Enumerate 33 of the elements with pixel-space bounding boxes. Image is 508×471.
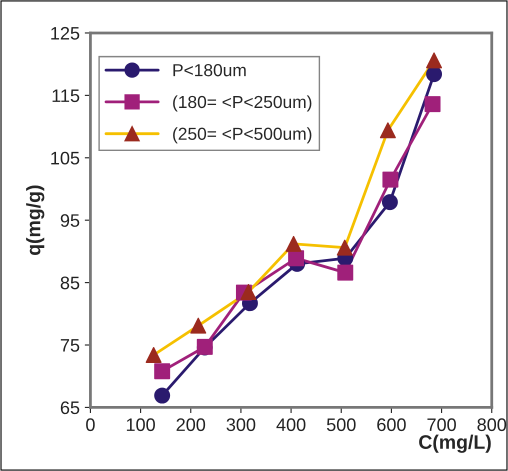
point <box>146 347 162 363</box>
point <box>286 236 302 252</box>
x-tick-label: 600 <box>377 418 406 432</box>
point <box>336 240 353 256</box>
y-tick-label: 105 <box>51 152 80 165</box>
point <box>424 96 441 112</box>
x-tick-label: 0 <box>86 418 95 432</box>
y-axis-title: q(mg/g) <box>26 186 44 256</box>
y-tick-label: 65 <box>60 401 80 414</box>
x-axis-title: C(mg/L) <box>419 434 491 453</box>
x-tick-label: 300 <box>226 418 256 432</box>
point <box>190 318 206 334</box>
legend-label: P<180um <box>173 64 246 76</box>
point <box>382 172 398 188</box>
x-tick-label: 700 <box>427 418 456 432</box>
y-tick-label: 125 <box>51 26 80 40</box>
x-tick-label: 200 <box>176 418 206 432</box>
x-tick-label: 800 <box>477 418 506 432</box>
x-tick-label: 100 <box>126 418 155 432</box>
y-tick-label: 85 <box>60 276 80 290</box>
point <box>154 363 170 380</box>
point <box>288 250 304 266</box>
point <box>380 122 396 138</box>
x-tick-label: 500 <box>326 418 356 432</box>
legend-label: (180= <P<250um) <box>173 95 312 112</box>
point <box>240 284 256 300</box>
legend-label: (250= <P<500um) <box>173 127 312 144</box>
y-tick-label: 75 <box>60 339 80 352</box>
y-tick-label: 115 <box>52 90 80 102</box>
y-tick-label: 95 <box>60 214 80 227</box>
point <box>426 52 442 68</box>
point <box>337 264 354 281</box>
x-tick-label: 400 <box>276 418 306 432</box>
